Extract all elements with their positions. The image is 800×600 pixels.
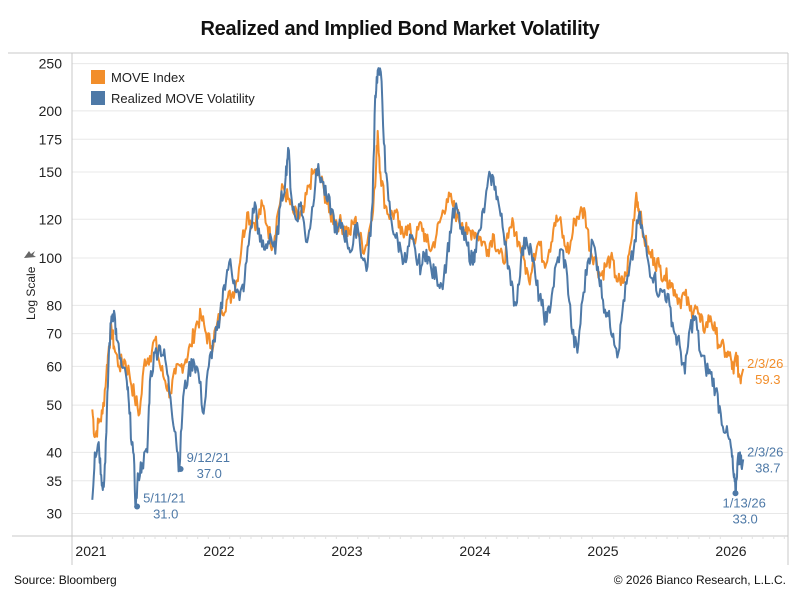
y-tick-label: 70 <box>46 326 62 342</box>
y-tick-label: 60 <box>46 358 62 374</box>
y-tick-label: 40 <box>46 444 62 460</box>
annotation-value: 37.0 <box>197 466 222 481</box>
annotation-value: 59.3 <box>755 372 780 387</box>
x-tick-label: 2024 <box>459 543 490 559</box>
x-tick-label: 2021 <box>75 543 106 559</box>
x-tick-label: 2026 <box>715 543 746 559</box>
series-line-move-index <box>91 129 745 439</box>
copyright-note: © 2026 Bianco Research, L.L.C. <box>613 573 786 587</box>
chart-title: Realized and Implied Bond Market Volatil… <box>200 18 600 40</box>
annotation-value: 33.0 <box>732 511 757 526</box>
y-tick-label: 150 <box>39 164 63 180</box>
pin-icon[interactable] <box>24 251 36 258</box>
annotation-date: 9/12/21 <box>187 450 230 465</box>
y-tick-label: 100 <box>39 250 63 266</box>
annotation-value: 31.0 <box>153 507 178 522</box>
x-tick-label: 2025 <box>587 543 618 559</box>
legend-label-realized: Realized MOVE Volatility <box>111 91 255 106</box>
series-line-realized-move <box>91 67 745 508</box>
y-tick-label: 250 <box>39 56 63 72</box>
gridlines <box>72 63 788 514</box>
legend: MOVE Index Realized MOVE Volatility <box>91 70 255 106</box>
y-tick-label: 30 <box>46 505 62 521</box>
y-tick-label: 200 <box>39 103 63 119</box>
annotations: 5/11/2131.09/12/2137.01/13/2633.02/3/263… <box>134 356 783 526</box>
y-tick-label: 50 <box>46 397 62 413</box>
x-axis-ticks: 2021 2022 2023 2024 2025 2026 <box>75 536 785 559</box>
series-lines <box>91 67 745 508</box>
annotation-date: 5/11/21 <box>143 491 185 506</box>
x-tick-label: 2023 <box>331 543 362 559</box>
annotation-marker <box>177 465 184 472</box>
annotation-date: 2/3/26 <box>747 356 783 371</box>
annotation-value: 38.7 <box>755 460 780 475</box>
y-tick-label: 80 <box>46 297 62 313</box>
legend-swatch-move <box>91 70 105 84</box>
annotation-date: 2/3/26 <box>747 444 783 459</box>
legend-swatch-realized <box>91 91 105 105</box>
y-tick-label: 175 <box>39 131 63 147</box>
y-tick-label: 120 <box>39 211 63 227</box>
y-axis-label: Log Scale <box>24 266 38 320</box>
annotation-date: 1/13/26 <box>722 495 765 510</box>
source-note: Source: Bloomberg <box>14 573 117 587</box>
annotation-marker <box>732 490 739 497</box>
y-axis-ticks: 30 35 40 50 60 70 80 100 120 150 175 200 250 <box>39 56 63 522</box>
x-tick-label: 2022 <box>203 543 234 559</box>
legend-label-move: MOVE Index <box>111 70 185 85</box>
annotation-marker <box>134 503 141 510</box>
y-axis-label-group: Log Scale <box>24 251 38 320</box>
y-tick-label: 35 <box>46 473 62 489</box>
